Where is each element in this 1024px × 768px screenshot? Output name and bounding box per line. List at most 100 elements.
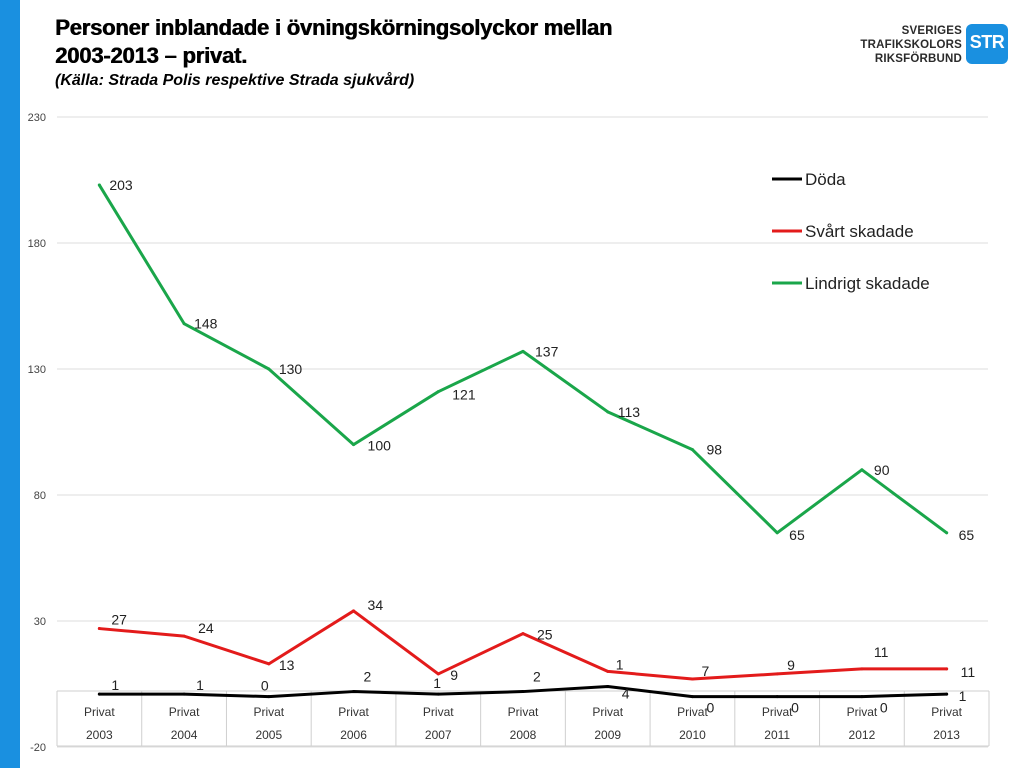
x-tick-label-2: 2005 (255, 728, 282, 742)
data-point-lindrigt-skadade-0 (97, 183, 101, 187)
data-label-doda-0: 1 (111, 677, 119, 693)
data-label-svart-skadade-7: 7 (701, 663, 709, 679)
data-point-doda-5 (521, 690, 525, 694)
x-group-label-10: Privat (931, 705, 962, 719)
title-block: Personer inblandade i övningskörningsoly… (55, 14, 835, 91)
data-point-doda-3 (352, 690, 356, 694)
legend-label-lindrigt-skadade: Lindrigt skadade (805, 274, 930, 293)
data-label-doda-5: 2 (533, 669, 541, 685)
data-point-svart-skadade-3 (352, 609, 356, 613)
chart-title-line-1: Personer inblandade i övningskörningsoly… (55, 15, 613, 40)
data-point-lindrigt-skadade-9 (860, 468, 864, 472)
data-label-svart-skadade-8: 9 (787, 657, 795, 673)
data-label-lindrigt-skadade-4: 121 (452, 387, 476, 403)
x-group-label-6: Privat (592, 705, 623, 719)
data-point-lindrigt-skadade-3 (352, 443, 356, 447)
data-label-svart-skadade-3: 34 (368, 597, 384, 613)
data-point-doda-10 (945, 692, 949, 696)
x-tick-label-10: 2013 (933, 728, 960, 742)
x-tick-label-0: 2003 (86, 728, 113, 742)
data-point-lindrigt-skadade-5 (521, 349, 525, 353)
data-label-doda-3: 2 (364, 669, 372, 685)
x-tick-label-8: 2011 (764, 728, 790, 742)
data-point-doda-1 (182, 692, 186, 696)
chart-title-line-2: 2003-2013 – privat. (55, 43, 247, 68)
data-label-lindrigt-skadade-2: 130 (279, 361, 303, 377)
data-label-doda-8: 0 (791, 700, 799, 716)
data-point-svart-skadade-4 (436, 672, 440, 676)
side-accent-bar (0, 0, 20, 768)
data-label-svart-skadade-9: 11 (874, 644, 889, 660)
data-point-lindrigt-skadade-10 (945, 531, 949, 535)
data-point-doda-2 (267, 695, 271, 699)
x-group-label-2: Privat (253, 705, 284, 719)
str-logo: SVERIGES TRAFIKSKOLORS RIKSFÖRBUND STR (852, 22, 1012, 68)
logo-mark: STR (966, 24, 1008, 64)
data-label-lindrigt-skadade-7: 98 (706, 442, 722, 458)
data-point-svart-skadade-6 (606, 669, 610, 673)
x-group-label-0: Privat (84, 705, 115, 719)
data-label-doda-7: 0 (706, 700, 714, 716)
data-point-svart-skadade-0 (97, 627, 101, 631)
data-point-doda-9 (860, 695, 864, 699)
y-tick-label-0: 230 (28, 112, 46, 124)
x-group-label-1: Privat (169, 705, 200, 719)
data-point-lindrigt-skadade-2 (267, 367, 271, 371)
x-tick-label-1: 2004 (171, 728, 198, 742)
data-label-svart-skadade-10: 11 (961, 664, 976, 680)
data-point-svart-skadade-2 (267, 662, 271, 666)
x-tick-label-5: 2008 (510, 728, 537, 742)
x-tick-label-9: 2012 (849, 728, 876, 742)
y-tick-label-1: 180 (28, 238, 46, 250)
data-label-svart-skadade-5: 25 (537, 627, 553, 643)
legend-label-svart-skadade: Svårt skadade (805, 222, 914, 241)
data-point-lindrigt-skadade-6 (606, 410, 610, 414)
data-label-lindrigt-skadade-8: 65 (789, 527, 805, 543)
data-label-lindrigt-skadade-1: 148 (194, 316, 218, 332)
data-label-lindrigt-skadade-10: 65 (959, 527, 975, 543)
data-label-svart-skadade-0: 27 (111, 612, 127, 628)
x-group-label-7: Privat (677, 705, 708, 719)
data-point-doda-7 (690, 695, 694, 699)
data-point-lindrigt-skadade-7 (690, 448, 694, 452)
x-group-label-5: Privat (508, 705, 539, 719)
data-point-doda-0 (97, 692, 101, 696)
y-tick-label-3: 80 (34, 490, 46, 502)
data-point-lindrigt-skadade-4 (436, 390, 440, 394)
logo-text: SVERIGES TRAFIKSKOLORS RIKSFÖRBUND (852, 24, 962, 66)
data-point-svart-skadade-9 (860, 667, 864, 671)
legend-label-doda: Döda (805, 170, 846, 189)
data-label-svart-skadade-1: 24 (198, 620, 214, 636)
y-tick-label-2: 130 (28, 364, 46, 376)
data-point-doda-4 (436, 692, 440, 696)
x-tick-label-3: 2006 (340, 728, 367, 742)
data-label-svart-skadade-6: 1 (616, 656, 624, 672)
x-tick-label-6: 2009 (594, 728, 621, 742)
x-tick-label-7: 2010 (679, 728, 706, 742)
data-label-svart-skadade-4: 9 (450, 667, 458, 683)
logo-text-line-1: SVERIGES (901, 25, 962, 37)
y-tick-label-4: 30 (34, 616, 46, 628)
data-label-doda-1: 1 (196, 677, 204, 693)
data-label-lindrigt-skadade-3: 100 (368, 438, 392, 454)
data-point-svart-skadade-5 (521, 632, 525, 636)
data-point-lindrigt-skadade-1 (182, 322, 186, 326)
chart-source-subtitle: (Källa: Strada Polis respektive Strada s… (55, 72, 415, 89)
data-point-doda-8 (775, 695, 779, 699)
data-label-doda-6: 4 (622, 686, 630, 702)
data-label-doda-2: 0 (261, 678, 269, 694)
x-group-label-3: Privat (338, 705, 369, 719)
data-label-lindrigt-skadade-6: 113 (618, 404, 641, 420)
logo-mark-text: STR (969, 32, 1005, 52)
data-point-doda-6 (606, 685, 610, 689)
x-group-label-8: Privat (762, 705, 793, 719)
data-label-doda-10: 1 (959, 688, 967, 704)
data-label-lindrigt-skadade-9: 90 (874, 462, 890, 478)
x-group-label-4: Privat (423, 705, 454, 719)
x-group-label-9: Privat (847, 705, 878, 719)
y-tick-label-5: -20 (30, 742, 46, 754)
data-label-doda-4: 1 (433, 675, 441, 691)
data-point-svart-skadade-8 (775, 672, 779, 676)
data-point-svart-skadade-1 (182, 634, 186, 638)
